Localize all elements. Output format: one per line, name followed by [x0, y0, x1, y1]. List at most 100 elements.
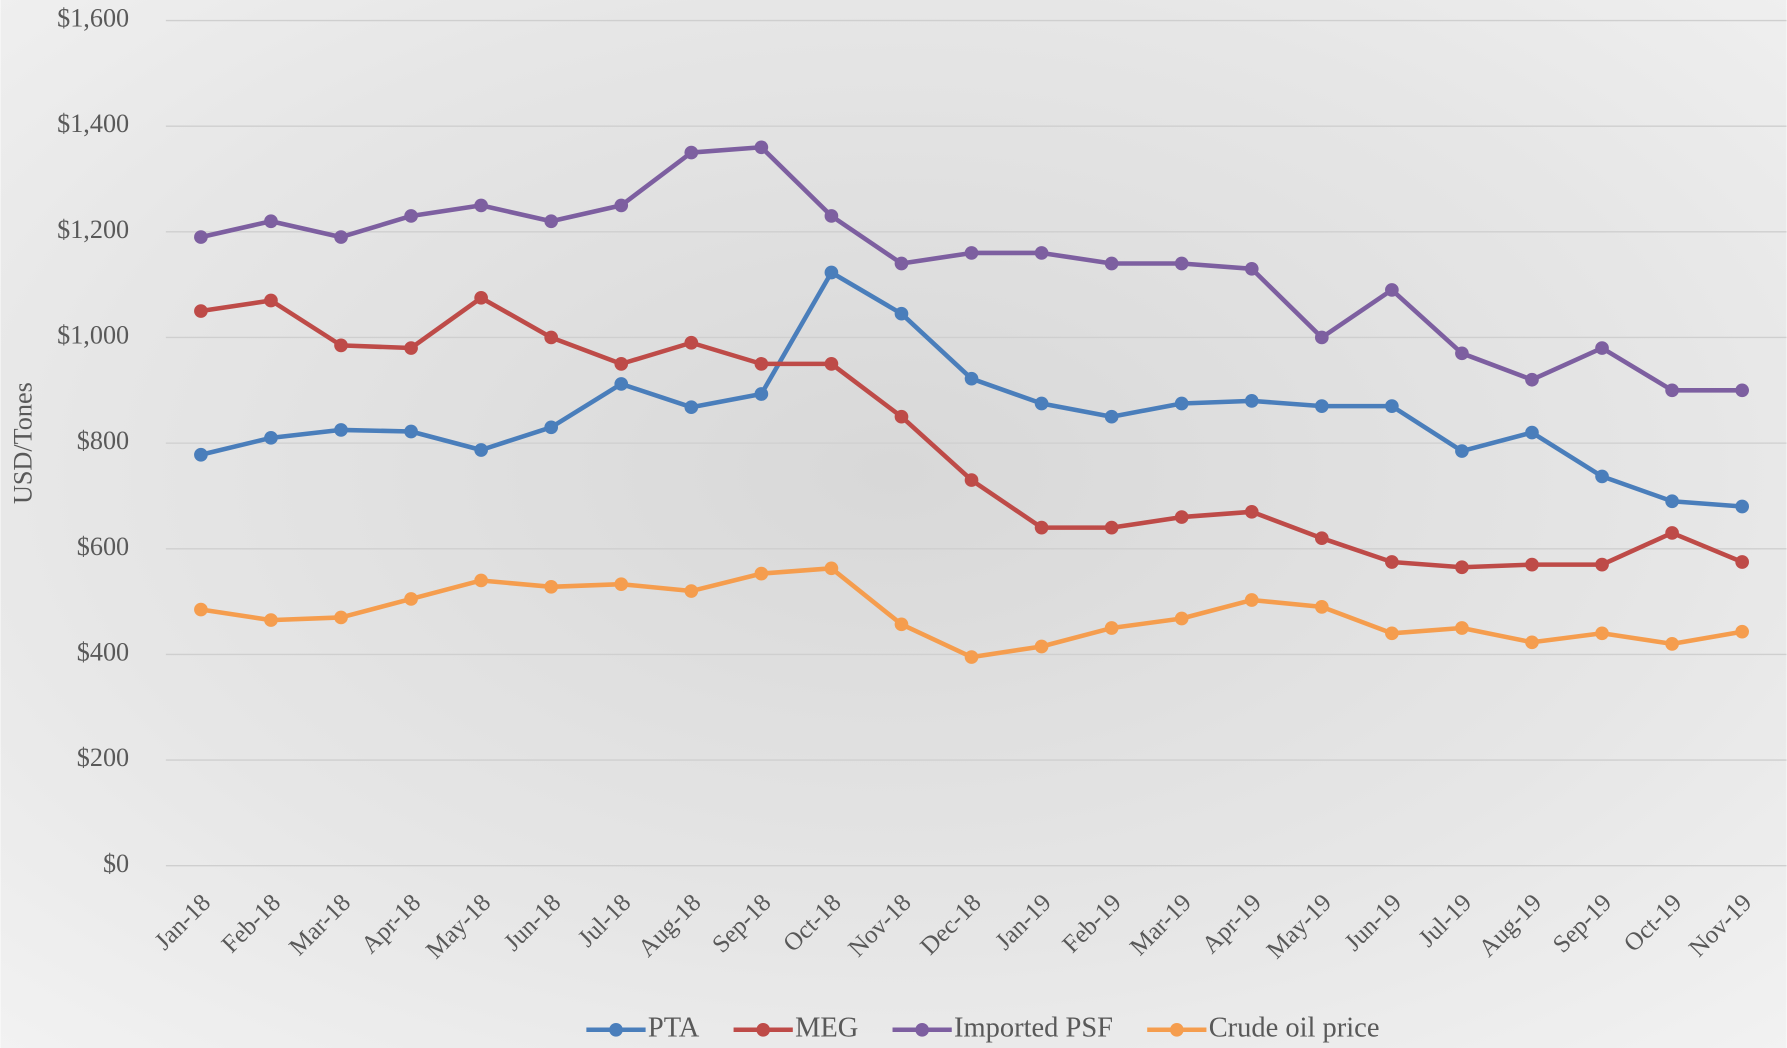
- data-point: [1105, 257, 1119, 271]
- y-tick-label: $200: [77, 743, 129, 772]
- legend-marker: [756, 1023, 770, 1037]
- data-point: [825, 266, 839, 280]
- data-point: [1175, 397, 1189, 411]
- data-point: [755, 567, 769, 581]
- data-point: [684, 146, 698, 160]
- data-point: [1105, 410, 1119, 424]
- data-point: [1455, 346, 1469, 360]
- data-point: [194, 448, 208, 462]
- y-tick-label: $1,000: [57, 320, 129, 349]
- data-point: [1175, 510, 1189, 524]
- data-point: [614, 199, 628, 213]
- data-point: [1385, 399, 1399, 413]
- data-point: [965, 246, 979, 260]
- data-point: [264, 294, 278, 308]
- data-point: [1525, 426, 1539, 440]
- data-point: [334, 230, 348, 244]
- chart: USD/Tones PTA MEG Imported PSF Crude oil pr…: [0, 0, 1787, 1048]
- data-point: [404, 592, 418, 606]
- y-tick-label: $1,600: [57, 4, 129, 33]
- data-point: [474, 199, 488, 213]
- data-point: [1035, 521, 1049, 535]
- data-point: [1595, 470, 1609, 484]
- data-point: [1665, 526, 1679, 540]
- data-point: [1105, 521, 1119, 535]
- data-point: [614, 357, 628, 371]
- data-point: [684, 400, 698, 414]
- y-tick-label: $400: [77, 637, 129, 666]
- data-point: [1455, 621, 1469, 635]
- data-point: [1665, 637, 1679, 651]
- legend-marker: [1170, 1023, 1184, 1037]
- data-point: [544, 331, 558, 345]
- data-point: [1245, 505, 1259, 519]
- y-tick-label: $0: [103, 849, 129, 878]
- data-point: [1245, 593, 1259, 607]
- data-point: [404, 341, 418, 355]
- data-point: [895, 257, 909, 271]
- data-point: [1035, 397, 1049, 411]
- data-point: [1665, 383, 1679, 397]
- data-point: [1315, 331, 1329, 345]
- data-point: [825, 561, 839, 575]
- data-point: [1735, 555, 1749, 569]
- data-point: [1315, 399, 1329, 413]
- legend-marker: [609, 1023, 623, 1037]
- data-point: [1245, 262, 1259, 276]
- data-point: [1735, 383, 1749, 397]
- data-point: [825, 209, 839, 223]
- data-point: [1455, 560, 1469, 574]
- data-point: [825, 357, 839, 371]
- y-tick-label: $800: [77, 426, 129, 455]
- data-point: [895, 410, 909, 424]
- legend-label: Imported PSF: [954, 1012, 1113, 1043]
- data-point: [755, 357, 769, 371]
- data-point: [194, 304, 208, 318]
- data-point: [1035, 640, 1049, 654]
- data-point: [1525, 373, 1539, 387]
- data-point: [1595, 341, 1609, 355]
- data-point: [404, 209, 418, 223]
- data-point: [334, 423, 348, 437]
- data-point: [544, 214, 558, 228]
- data-point: [1315, 531, 1329, 545]
- data-point: [1385, 626, 1399, 640]
- data-point: [684, 336, 698, 350]
- data-point: [474, 574, 488, 588]
- data-point: [264, 613, 278, 627]
- data-point: [614, 577, 628, 591]
- data-point: [1735, 625, 1749, 639]
- data-point: [755, 387, 769, 401]
- legend-label: Crude oil price: [1209, 1012, 1380, 1043]
- legend-marker: [915, 1023, 929, 1037]
- y-axis-label: USD/Tones: [8, 382, 37, 504]
- data-point: [965, 650, 979, 664]
- y-tick-label: $1,200: [57, 215, 129, 244]
- data-point: [755, 140, 769, 154]
- legend-label: PTA: [648, 1012, 700, 1043]
- data-point: [1175, 612, 1189, 626]
- data-point: [1595, 626, 1609, 640]
- data-point: [1385, 555, 1399, 569]
- data-point: [895, 307, 909, 321]
- data-point: [1035, 246, 1049, 260]
- data-point: [194, 230, 208, 244]
- data-point: [1245, 394, 1259, 408]
- legend-label: MEG: [795, 1012, 858, 1043]
- data-point: [1385, 283, 1399, 297]
- data-point: [544, 420, 558, 434]
- data-point: [1455, 444, 1469, 458]
- data-point: [544, 580, 558, 594]
- y-tick-label: $600: [77, 532, 129, 561]
- data-point: [1525, 558, 1539, 572]
- data-point: [1525, 635, 1539, 649]
- data-point: [404, 425, 418, 439]
- data-point: [1665, 494, 1679, 508]
- data-point: [614, 377, 628, 391]
- data-point: [264, 431, 278, 445]
- data-point: [194, 603, 208, 617]
- data-point: [965, 372, 979, 386]
- data-point: [264, 214, 278, 228]
- data-point: [1595, 558, 1609, 572]
- data-point: [965, 473, 979, 487]
